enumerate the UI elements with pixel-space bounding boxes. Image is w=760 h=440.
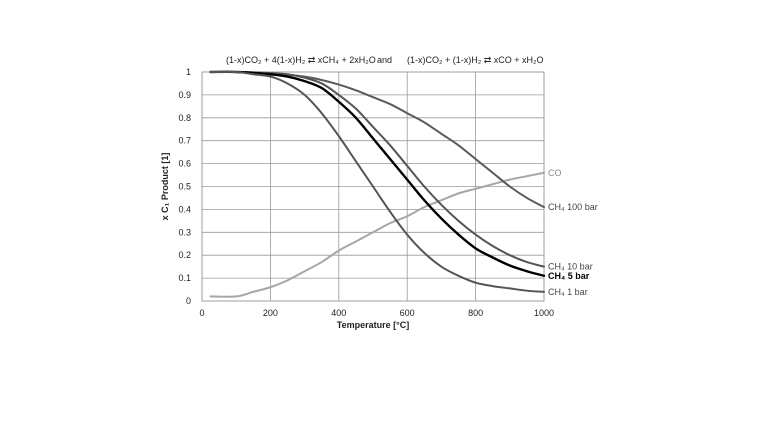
y-tick-label: 0.2 bbox=[178, 250, 191, 260]
series-line-co bbox=[209, 171, 545, 298]
x-tick-label: 0 bbox=[199, 308, 204, 318]
y-tick-label: 0.7 bbox=[178, 136, 191, 146]
series-label-ch-100-bar: CH₄ 100 bar bbox=[548, 202, 598, 212]
plot-area bbox=[201, 71, 545, 302]
y-tick-label: 0.1 bbox=[178, 273, 191, 283]
y-tick-label: 1 bbox=[186, 67, 191, 77]
equation-methanation: (1-x)CO₂ + 4(1-x)H₂ ⇄ xCH₄ + 2xH₂O bbox=[226, 55, 376, 65]
y-axis-title: x C₁ Product [1] bbox=[160, 153, 170, 221]
y-tick-label: 0.4 bbox=[178, 204, 191, 214]
y-axis-ticks: 0 0.1 0.2 0.3 0.4 0.5 0.6 0.7 0.8 0.9 1 bbox=[178, 67, 191, 306]
series-lines bbox=[209, 70, 546, 298]
equation-connector: and bbox=[377, 55, 392, 65]
x-tick-label: 800 bbox=[468, 308, 483, 318]
x-tick-label: 400 bbox=[331, 308, 346, 318]
y-tick-label: 0 bbox=[186, 296, 191, 306]
y-tick-label: 0.8 bbox=[178, 113, 191, 123]
series-line-ch-5-bar bbox=[209, 70, 546, 278]
x-axis-title: Temperature [°C] bbox=[337, 320, 409, 330]
series-label-ch-1-bar: CH₄ 1 bar bbox=[548, 287, 588, 297]
equation-rwgs: (1-x)CO₂ + (1-x)H₂ ⇄ xCO + xH₂O bbox=[407, 55, 544, 65]
x-tick-label: 600 bbox=[400, 308, 415, 318]
series-line-ch-1-bar bbox=[209, 70, 545, 293]
chart-title: (1-x)CO₂ + 4(1-x)H₂ ⇄ xCH₄ + 2xH₂O and (… bbox=[226, 55, 544, 65]
series-label-ch-5-bar: CH₄ 5 bar bbox=[548, 271, 590, 281]
y-tick-label: 0.9 bbox=[178, 90, 191, 100]
x-tick-label: 200 bbox=[263, 308, 278, 318]
y-tick-label: 0.6 bbox=[178, 159, 191, 169]
series-label-co: CO bbox=[548, 168, 562, 178]
series-label-ch-10-bar: CH₄ 10 bar bbox=[548, 262, 593, 272]
y-tick-label: 0.5 bbox=[178, 182, 191, 192]
y-tick-label: 0.3 bbox=[178, 227, 191, 237]
x-tick-label: 1000 bbox=[534, 308, 554, 318]
x-axis-ticks: 0 200 400 600 800 1000 bbox=[199, 308, 554, 318]
series-line-ch-10-bar bbox=[209, 70, 545, 268]
